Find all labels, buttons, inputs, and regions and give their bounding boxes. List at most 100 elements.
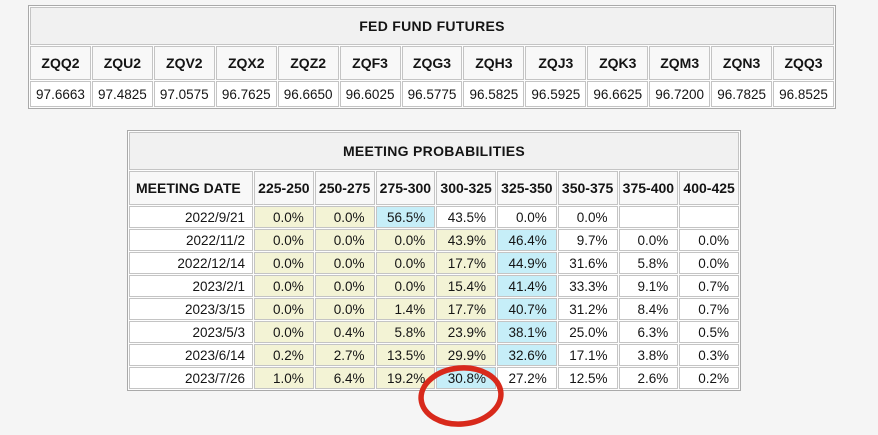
probability-cell: 9.7% xyxy=(557,229,618,251)
futures-price-cell: 96.5925 xyxy=(525,81,587,107)
meeting-date-cell: 2022/11/2 xyxy=(129,229,253,251)
probability-cell: 5.8% xyxy=(375,321,436,343)
futures-symbol-header: ZQZ2 xyxy=(277,46,339,80)
probability-cell: 0.5% xyxy=(679,321,739,343)
futures-price-cell: 96.7625 xyxy=(215,81,277,107)
probability-cell: 19.2% xyxy=(375,367,436,389)
probability-cell: 15.4% xyxy=(436,275,496,297)
futures-symbol-header: ZQQ2 xyxy=(30,46,91,80)
futures-price-cell: 96.6625 xyxy=(587,81,649,107)
probability-cell: 46.4% xyxy=(497,229,557,251)
probability-cell: 0.0% xyxy=(375,252,436,274)
futures-symbol-header: ZQN3 xyxy=(711,46,773,80)
probability-cell: 27.2% xyxy=(497,367,557,389)
probability-cell xyxy=(679,206,739,228)
meeting-date-cell: 2023/2/1 xyxy=(129,275,253,297)
probability-cell: 0.0% xyxy=(314,275,375,297)
probability-cell: 0.0% xyxy=(314,229,375,251)
futures-price-cell: 96.6650 xyxy=(277,81,339,107)
rate-range-header: 400-425 xyxy=(679,171,739,205)
probability-cell: 25.0% xyxy=(557,321,618,343)
probability-row: 2022/11/2 0.0% 0.0% 0.0% 43.9% 46.4% 9.7% 0.0% 0… xyxy=(129,229,739,251)
probability-cell: 31.2% xyxy=(557,298,618,320)
probability-cell: 41.4% xyxy=(497,275,557,297)
probability-cell: 0.0% xyxy=(254,206,314,228)
probability-cell: 29.9% xyxy=(436,344,496,366)
probability-cell: 1.4% xyxy=(375,298,436,320)
probability-cell: 0.0% xyxy=(497,206,557,228)
probability-cell: 0.0% xyxy=(254,252,314,274)
rate-range-header: 325-350 xyxy=(497,171,557,205)
futures-price-cell: 96.6025 xyxy=(339,81,401,107)
probability-cell: 0.0% xyxy=(375,229,436,251)
futures-title-row: FED FUND FUTURES xyxy=(30,7,834,45)
futures-symbol-header: ZQG3 xyxy=(401,46,463,80)
probability-cell: 44.9% xyxy=(497,252,557,274)
probability-row: 2023/6/14 0.2% 2.7% 13.5% 29.9% 32.6% 17.1% 3.8… xyxy=(129,344,739,366)
futures-price-cell: 96.5775 xyxy=(401,81,463,107)
futures-symbol-header: ZQX2 xyxy=(215,46,277,80)
meeting-probabilities-table: MEETING PROBABILITIES MEETING DATE 225-25… xyxy=(127,130,741,391)
probability-cell: 33.3% xyxy=(557,275,618,297)
fed-fund-futures-table: FED FUND FUTURES ZQQ2 ZQU2 ZQV2 ZQX2 ZQZ2 ZQF… xyxy=(28,5,836,109)
futures-symbol-header: ZQQ3 xyxy=(773,46,834,80)
probability-cell: 23.9% xyxy=(436,321,496,343)
probability-cell: 0.7% xyxy=(679,298,739,320)
probability-cell: 0.0% xyxy=(254,275,314,297)
probabilities-title-row: MEETING PROBABILITIES xyxy=(129,132,739,170)
probability-cell: 56.5% xyxy=(375,206,436,228)
probability-cell: 0.2% xyxy=(254,344,314,366)
probability-cell: 0.0% xyxy=(679,229,739,251)
probability-cell: 0.3% xyxy=(679,344,739,366)
probability-cell: 0.0% xyxy=(314,252,375,274)
probability-cell: 0.7% xyxy=(679,275,739,297)
meeting-date-cell: 2023/6/14 xyxy=(129,344,253,366)
probabilities-table: MEETING PROBABILITIES MEETING DATE 225-25… xyxy=(128,131,740,390)
probability-cell: 17.7% xyxy=(436,252,496,274)
futures-price-cell: 96.7825 xyxy=(711,81,773,107)
meeting-date-cell: 2023/7/26 xyxy=(129,367,253,389)
probability-cell: 6.3% xyxy=(618,321,679,343)
probability-row: 2023/7/26 1.0% 6.4% 19.2% 30.8% 27.2% 12.5% 2.6… xyxy=(129,367,739,389)
futures-value-row: 97.6663 97.4825 97.0575 96.7625 96.6650 96.60… xyxy=(30,81,834,107)
futures-table: FED FUND FUTURES ZQQ2 ZQU2 ZQV2 ZQX2 ZQZ2 ZQF… xyxy=(29,6,835,108)
probability-cell: 2.7% xyxy=(314,344,375,366)
futures-symbol-header: ZQV2 xyxy=(153,46,215,80)
meeting-date-header: MEETING DATE xyxy=(129,171,253,205)
probability-cell: 32.6% xyxy=(497,344,557,366)
futures-header-row: ZQQ2 ZQU2 ZQV2 ZQX2 ZQZ2 ZQF3 ZQG3 ZQH3 ZQJ3 ZQK3… xyxy=(30,46,834,80)
probability-cell: 0.0% xyxy=(618,229,679,251)
futures-price-cell: 96.8525 xyxy=(773,81,834,107)
probability-cell: 0.4% xyxy=(314,321,375,343)
futures-price-cell: 96.7200 xyxy=(649,81,711,107)
probability-cell: 17.1% xyxy=(557,344,618,366)
probability-cell: 0.0% xyxy=(254,298,314,320)
futures-symbol-header: ZQK3 xyxy=(587,46,649,80)
rate-range-header: 300-325 xyxy=(436,171,496,205)
probability-cell: 3.8% xyxy=(618,344,679,366)
rate-range-header: 350-375 xyxy=(557,171,618,205)
probability-cell xyxy=(618,206,679,228)
rate-range-header: 225-250 xyxy=(254,171,314,205)
meeting-date-cell: 2022/9/21 xyxy=(129,206,253,228)
meeting-date-cell: 2023/5/3 xyxy=(129,321,253,343)
futures-price-cell: 97.0575 xyxy=(153,81,215,107)
meeting-date-cell: 2023/3/15 xyxy=(129,298,253,320)
futures-price-cell: 97.4825 xyxy=(91,81,153,107)
probability-cell: 0.0% xyxy=(254,321,314,343)
rate-range-header: 250-275 xyxy=(314,171,375,205)
probability-cell: 0.0% xyxy=(314,298,375,320)
probabilities-table-title: MEETING PROBABILITIES xyxy=(129,132,739,170)
futures-symbol-header: ZQJ3 xyxy=(525,46,587,80)
probability-row: 2023/3/15 0.0% 0.0% 1.4% 17.7% 40.7% 31.2% 8.4%… xyxy=(129,298,739,320)
probability-cell: 0.2% xyxy=(679,367,739,389)
probability-cell: 38.1% xyxy=(497,321,557,343)
probability-row: 2022/9/21 0.0% 0.0% 56.5% 43.5% 0.0% 0.0% xyxy=(129,206,739,228)
probability-cell: 30.8% xyxy=(436,367,496,389)
futures-symbol-header: ZQH3 xyxy=(463,46,525,80)
probability-cell: 5.8% xyxy=(618,252,679,274)
futures-table-title: FED FUND FUTURES xyxy=(30,7,834,45)
futures-price-cell: 96.5825 xyxy=(463,81,525,107)
probability-cell: 40.7% xyxy=(497,298,557,320)
probability-cell: 0.0% xyxy=(254,229,314,251)
